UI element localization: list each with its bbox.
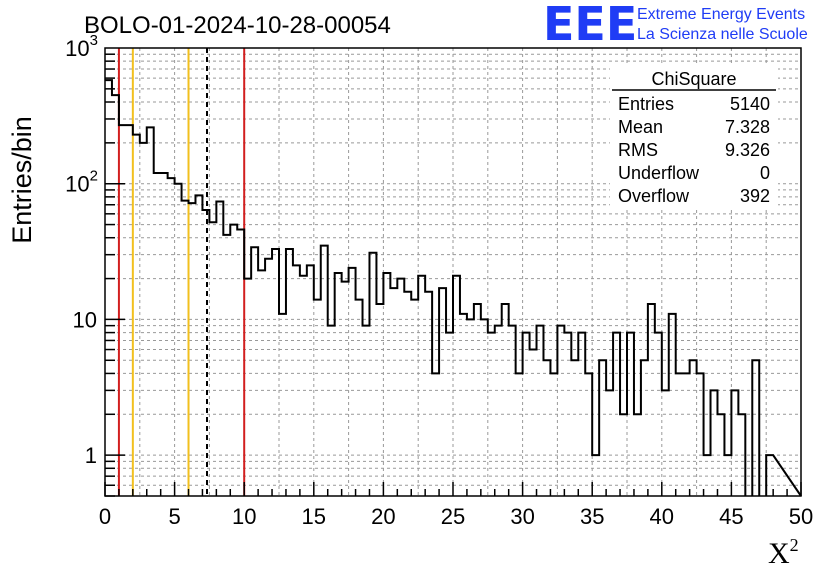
logo-line-2: La Scienza nelle Scuole [637, 26, 808, 43]
y-axis-label: Entries/bin [7, 116, 37, 244]
logo-line-1: Extreme Energy Events [637, 6, 805, 23]
x-tick-label: 5 [168, 504, 180, 529]
stats-row-value: 9.326 [725, 140, 770, 160]
x-tick-label: 30 [510, 504, 534, 529]
stats-box-title: ChiSquare [651, 69, 736, 89]
stats-row-label: RMS [618, 140, 658, 160]
y-tick-label: 1 [85, 443, 97, 468]
x-tick-label: 25 [441, 504, 465, 529]
x-tick-label: 15 [302, 504, 326, 529]
reference-lines [117, 48, 246, 496]
stats-row-value: 392 [740, 186, 770, 206]
chart-title: BOLO-01-2024-10-28-00054 [84, 12, 391, 39]
stats-row-label: Overflow [618, 186, 690, 206]
x-tick-label: 0 [99, 504, 111, 529]
histogram-line [105, 79, 802, 497]
eee-logo: EEE Extreme Energy Events La Scienza nel… [543, 0, 808, 51]
axis-ticks: 0 5 10 15 20 25 30 35 40 45 50 1 10 102 103 [65, 32, 813, 529]
y-tick-label: 102 [65, 168, 98, 197]
y-tick-label: 10 [73, 307, 97, 332]
x-tick-label: 10 [232, 504, 256, 529]
stats-row-label: Underflow [618, 163, 700, 183]
x-tick-label: 35 [580, 504, 604, 529]
stats-box: ChiSquare Entries 5140 Mean 7.328 RMS 9.326 Un… [610, 66, 778, 208]
stats-row-label: Mean [618, 117, 663, 137]
stats-row-value: 5140 [730, 94, 770, 114]
y-tick-label: 103 [65, 32, 98, 61]
x-axis-label: X2 [768, 535, 799, 570]
x-tick-label: 45 [719, 504, 743, 529]
logo-text: EEE [543, 0, 637, 51]
stats-row-value: 0 [760, 163, 770, 183]
x-tick-label: 20 [371, 504, 395, 529]
x-tick-label: 50 [789, 504, 813, 529]
x-tick-label: 40 [650, 504, 674, 529]
stats-row-label: Entries [618, 94, 674, 114]
stats-row-value: 7.328 [725, 117, 770, 137]
